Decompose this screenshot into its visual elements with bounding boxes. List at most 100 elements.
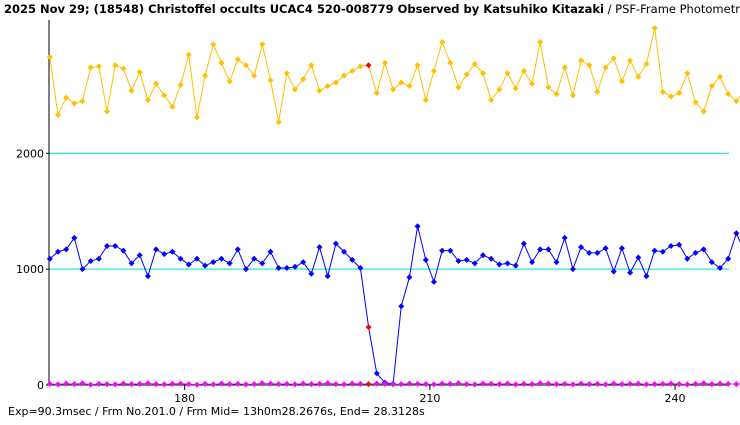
target-point: [46, 255, 53, 262]
comparison-point: [381, 59, 388, 66]
background-point: [569, 381, 576, 388]
target-point: [373, 370, 380, 377]
comparison-point: [725, 91, 732, 98]
comparison-point: [635, 73, 642, 80]
series-group: [46, 25, 740, 388]
target-point: [708, 259, 715, 266]
background-point: [292, 381, 299, 388]
comparison-point: [602, 64, 609, 71]
background-point: [594, 380, 601, 387]
comparison-point: [488, 96, 495, 103]
background-point: [553, 381, 560, 388]
comparison-line: [49, 27, 740, 123]
target-point: [430, 278, 437, 285]
comparison-point: [414, 62, 421, 69]
target-point: [471, 260, 478, 267]
comparison-point: [545, 84, 552, 91]
background-point: [251, 381, 258, 388]
background-point: [275, 381, 282, 388]
chart-title-main: 2025 Nov 29; (18548) Christoffel occults…: [4, 2, 604, 16]
comparison-point: [692, 99, 699, 106]
target-point: [618, 245, 625, 252]
comparison-point: [447, 59, 454, 66]
target-point: [692, 249, 699, 256]
target-point: [447, 247, 454, 254]
target-point: [463, 256, 470, 263]
target-series: [46, 223, 740, 387]
y-tick-label-2000: 2000: [16, 147, 44, 160]
target-point: [112, 242, 119, 249]
target-point: [226, 260, 233, 267]
background-point: [54, 381, 61, 388]
target-point: [87, 258, 94, 265]
target-point: [218, 255, 225, 262]
background-point: [537, 380, 544, 387]
comparison-point: [104, 108, 111, 115]
comparison-point: [275, 118, 282, 125]
comparison-point: [553, 91, 560, 98]
background-point: [169, 380, 176, 387]
background-point: [46, 380, 53, 387]
target-point: [700, 246, 707, 253]
comparison-point: [479, 70, 486, 77]
background-point: [667, 380, 674, 387]
background-point: [463, 381, 470, 388]
comparison-point: [610, 55, 617, 62]
background-point: [234, 380, 241, 387]
comparison-point: [144, 96, 151, 103]
comparison-point: [324, 83, 331, 90]
background-point: [112, 381, 119, 388]
y-tick-label-0: 0: [37, 379, 44, 392]
comparison-point: [684, 70, 691, 77]
target-point: [202, 262, 209, 269]
x-tick-label-210: 210: [419, 392, 440, 405]
comparison-point: [341, 72, 348, 79]
background-point: [684, 381, 691, 388]
background-point: [479, 380, 486, 387]
grid-lines: [49, 152, 729, 270]
comparison-point: [659, 88, 666, 95]
background-point: [357, 380, 364, 387]
target-point: [398, 303, 405, 310]
comparison-point: [700, 108, 707, 115]
comparison-point: [733, 98, 740, 105]
comparison-point: [153, 80, 160, 87]
comparison-point: [349, 67, 356, 74]
target-point: [300, 259, 307, 266]
target-point: [553, 259, 560, 266]
background-point: [610, 380, 617, 387]
background-point: [676, 381, 683, 388]
background-point: [643, 381, 650, 388]
target-point: [537, 246, 544, 253]
comparison-point: [234, 56, 241, 63]
target-point: [676, 241, 683, 248]
comparison-point: [578, 57, 585, 64]
background-point: [300, 380, 307, 387]
x-tick-label-240: 240: [665, 392, 686, 405]
comparison-point: [292, 86, 299, 93]
comparison-point: [430, 67, 437, 74]
comparison-point: [300, 76, 307, 83]
comparison-point: [120, 65, 127, 72]
target-point: [496, 261, 503, 268]
target-point: [422, 256, 429, 263]
target-point: [406, 274, 413, 281]
target-point: [659, 248, 666, 255]
target-point: [586, 249, 593, 256]
background-point: [422, 381, 429, 388]
comparison-point: [95, 63, 102, 70]
target-point: [259, 260, 266, 267]
background-point: [79, 380, 86, 387]
target-point: [504, 260, 511, 267]
comparison-point: [63, 94, 70, 101]
background-point: [136, 380, 143, 387]
target-point: [545, 246, 552, 253]
target-point: [349, 256, 356, 263]
background-point: [488, 380, 495, 387]
comparison-point: [185, 51, 192, 58]
target-point: [529, 259, 536, 266]
background-point: [153, 381, 160, 388]
target-point: [283, 264, 290, 271]
comparison-point: [242, 62, 249, 69]
